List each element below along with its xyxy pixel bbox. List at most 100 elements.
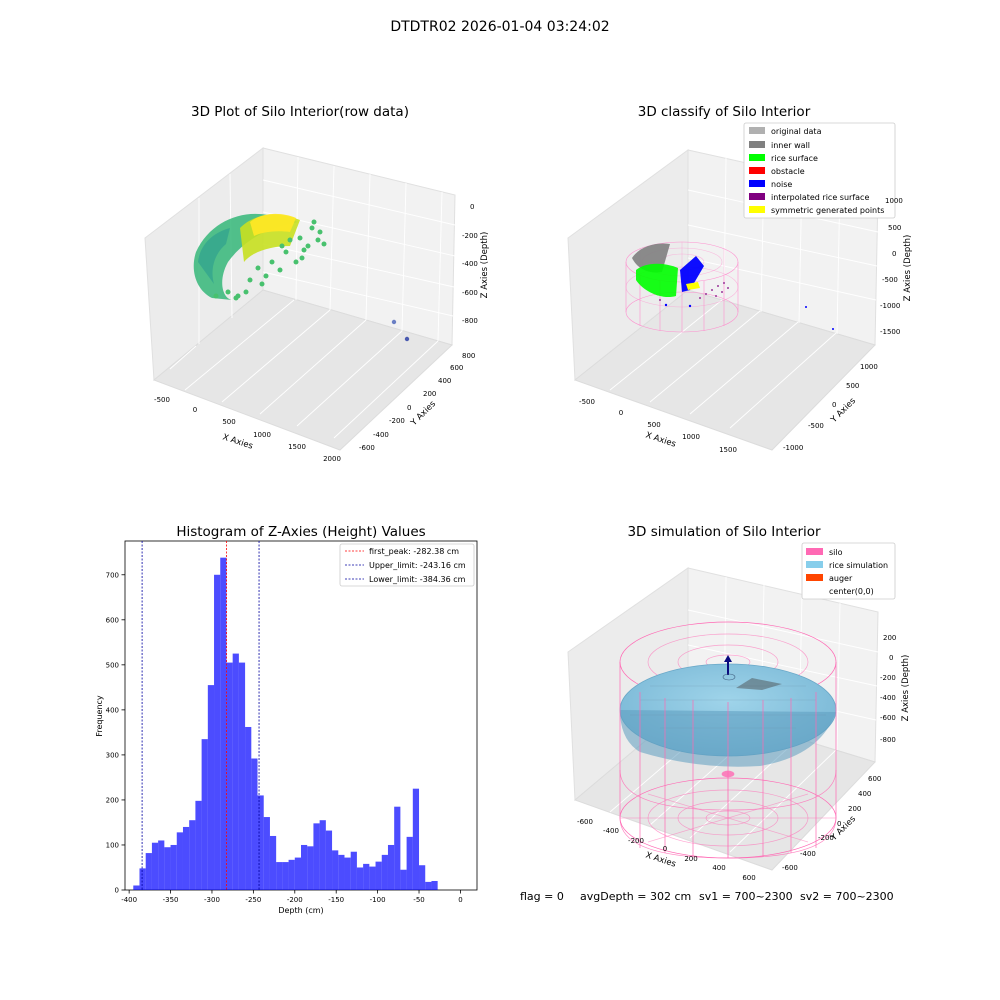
panel-histogram: Histogram of Z-Axies (Height) Values -40… [95, 524, 478, 915]
histogram-bar [151, 842, 159, 890]
tick-label: 0 [889, 654, 893, 662]
histogram-bar [214, 574, 221, 890]
tick-label: -500 [579, 398, 595, 406]
tick-label: -200 [462, 232, 478, 240]
tick-label: -400 [462, 260, 478, 268]
histogram-bar [381, 854, 388, 890]
panel-raw-data: 3D Plot of Silo Interior(row data) [144, 104, 490, 463]
tick-label: -400 [603, 827, 619, 835]
tick-label: 600 [742, 874, 755, 882]
histogram-bar [238, 662, 246, 890]
panel1-surface-top [250, 213, 296, 236]
panel4-legend: silo rice simulation auger center(0,0) [801, 542, 896, 600]
panel2-xlabel: X Axies [644, 430, 677, 449]
panel2-interpolated-points [659, 282, 729, 301]
legend-swatch [806, 574, 823, 581]
histogram-bar [133, 885, 140, 890]
y-tick-label: 700 [106, 571, 119, 579]
legend-swatch [749, 180, 765, 187]
tick-label: -600 [782, 864, 798, 872]
panel2-legend: original data inner wall rice surface ob… [743, 122, 896, 219]
panel1-z-ticks: 0 -200 -400 -600 -800 [462, 203, 478, 325]
panel3-legend: first_peak: -282.38 cm Upper_limit: -243… [339, 543, 475, 587]
histogram-bar [301, 844, 308, 890]
histogram-bar [363, 863, 370, 890]
x-tick-label: -250 [245, 896, 261, 904]
tick-label: -600 [577, 818, 593, 826]
histogram-bar [394, 806, 401, 890]
histogram-bar [182, 826, 190, 890]
legend-label: inner wall [771, 141, 810, 150]
histogram-bar [425, 881, 432, 890]
histogram-bar [145, 853, 152, 890]
y-tick-label: 200 [106, 796, 119, 804]
histogram-bar [269, 835, 277, 890]
histogram-bar [338, 854, 345, 890]
panel2-y-ticks: -1000 -500 0 500 1000 [783, 363, 878, 452]
tick-label: -200 [628, 837, 644, 845]
y-tick-label: 600 [106, 616, 119, 624]
panel4-x-ticks: -600 -400 -200 0 200 400 600 [577, 818, 756, 882]
panel1-scatter-points [213, 219, 327, 301]
tick-label: -200 [880, 674, 896, 682]
histogram-bar [387, 844, 395, 890]
legend-label: Lower_limit: -384.36 cm [369, 575, 466, 584]
histogram-bar [406, 836, 413, 890]
tick-label: 1000 [253, 431, 271, 439]
legend-label: center(0,0) [829, 587, 874, 596]
legend-label: original data [771, 127, 822, 136]
panel4-y-ticks: -600 -400 -200 0 200 400 600 [782, 775, 881, 872]
legend-label: symmetric generated points [771, 206, 884, 215]
x-tick-label: -100 [370, 896, 386, 904]
histogram-bar [257, 795, 264, 890]
panel1-x-ticks: -500 0 500 1000 1500 2000 [154, 396, 341, 463]
histogram-bar [176, 832, 183, 890]
tick-label: 500 [647, 421, 660, 429]
suptitle: DTDTR02 2026-01-04 03:24:02 [390, 19, 609, 35]
tick-label: -600 [462, 289, 478, 297]
histogram-bar [251, 758, 258, 890]
legend-frame [339, 543, 475, 587]
panel2-rice-surface-points [636, 263, 678, 298]
tick-label: -500 [808, 422, 824, 430]
tick-label: -400 [800, 850, 816, 858]
panel2-zlabel: Z Axies (Depth) [903, 235, 913, 302]
tick-label: 1000 [885, 197, 903, 205]
avg-depth-text: avgDepth = 302 cm [580, 890, 691, 903]
histogram-bar [350, 851, 357, 890]
sv2-text: sv2 = 700~2300 [800, 890, 894, 903]
panel-simulation: 3D simulation of Silo Interior [567, 524, 911, 882]
tick-label: 2000 [323, 455, 341, 463]
histogram-bar [313, 823, 320, 890]
histogram-bar [245, 726, 252, 890]
panel3-xlabel: Depth (cm) [278, 906, 323, 915]
tick-label: 200 [684, 855, 697, 863]
y-tick-label: 100 [106, 841, 119, 849]
legend-label: auger [829, 574, 853, 583]
tick-label: 400 [858, 790, 871, 798]
tick-label: 600 [450, 364, 463, 372]
histogram-bar [170, 844, 177, 890]
panel4-z-ticks: 200 0 -200 -400 -600 -800 [880, 634, 896, 744]
panel1-pane-floor [153, 289, 453, 451]
x-tick-label: -150 [328, 896, 344, 904]
tick-label: -1000 [783, 444, 803, 452]
histogram-bar [139, 868, 146, 890]
panel1-surface-shadow [198, 228, 230, 284]
histogram-bar [276, 862, 283, 890]
tick-label: -800 [462, 317, 478, 325]
panel-classify: 3D classify of Silo Interior [567, 104, 913, 454]
tick-label: 0 [832, 401, 836, 409]
panel4-title: 3D simulation of Silo Interior [627, 524, 821, 540]
panel4-center-marker [722, 655, 736, 681]
panel2-title: 3D classify of Silo Interior [638, 104, 811, 120]
tick-label: 0 [407, 404, 411, 412]
legend-label: first_peak: -282.38 cm [369, 547, 459, 556]
histogram-bar [282, 862, 289, 890]
y-tick-label: 500 [106, 661, 119, 669]
tick-label: 800 [462, 352, 475, 360]
legend-label: interpolated rice surface [771, 193, 869, 202]
tick-label: -500 [882, 276, 898, 284]
panel1-xlabel: X Axies [221, 432, 254, 451]
tick-label: 0 [619, 409, 623, 417]
